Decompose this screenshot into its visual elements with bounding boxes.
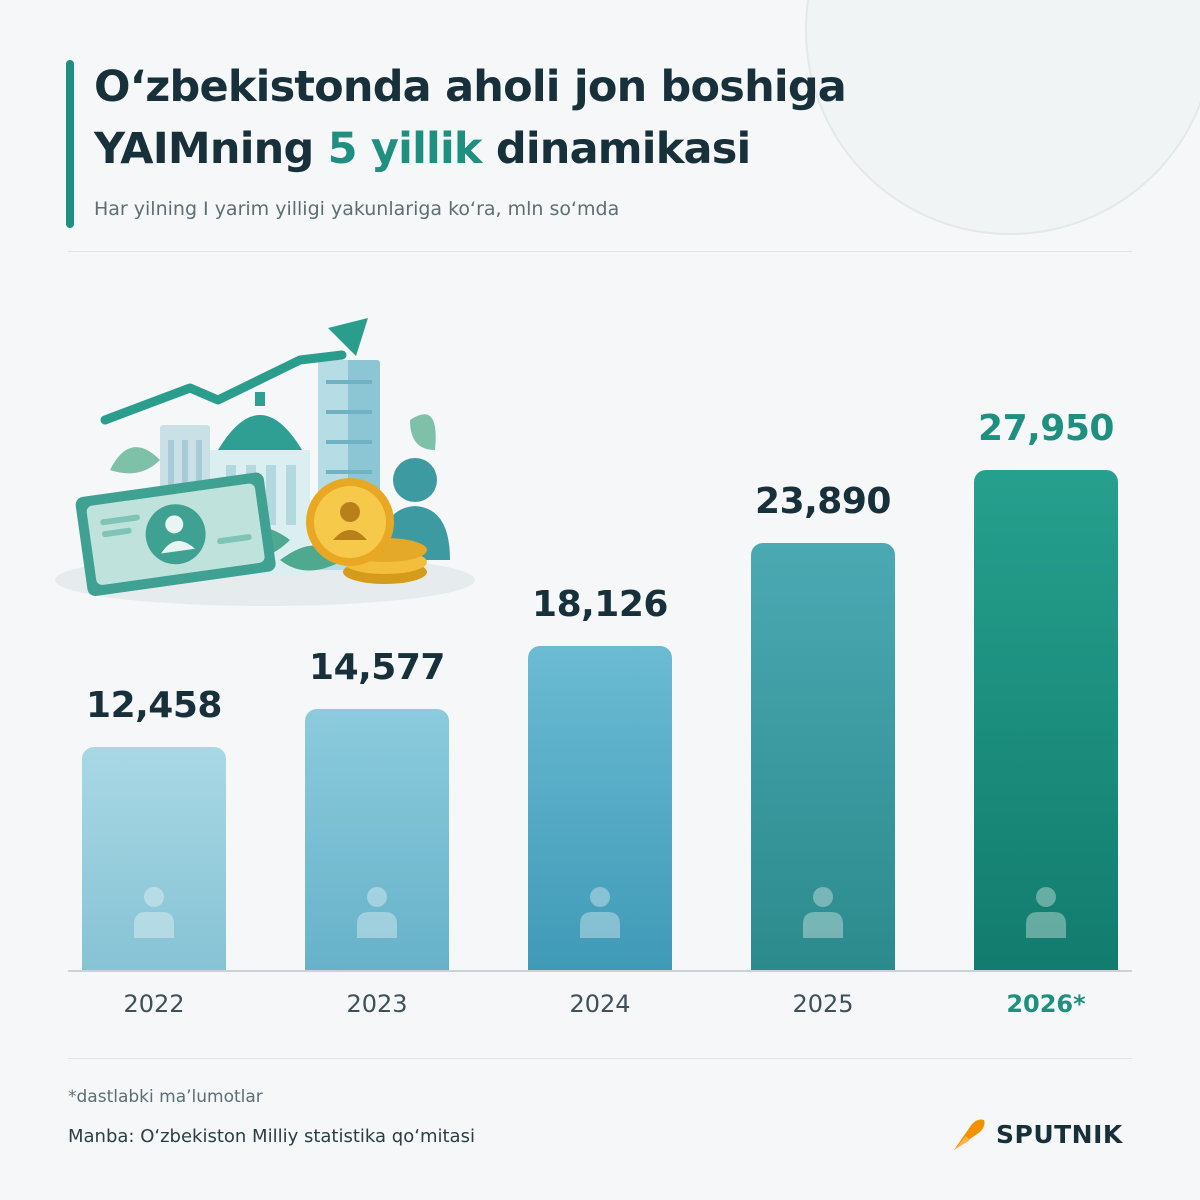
economy-growth-illustration	[55, 318, 475, 606]
sputnik-logo-icon	[954, 1119, 985, 1150]
decorative-circle	[805, 0, 1200, 235]
bar-value-label: 23,890	[755, 481, 891, 522]
person-icon	[803, 887, 843, 938]
person-icon	[357, 887, 397, 938]
footnote: *dastlabki ma’lumotlar	[68, 1087, 263, 1107]
x-tick-label: 2024	[569, 990, 631, 1018]
title-line2-accent: 5 yillik	[327, 124, 483, 174]
bar-2025	[751, 543, 895, 970]
logo-text: SPUTNIK	[996, 1119, 1123, 1149]
person-icon	[1026, 887, 1066, 938]
subtitle: Har yilning I yarim yilligi yakunlariga …	[94, 198, 620, 220]
x-tick-label: 2022	[123, 990, 185, 1018]
x-tick-label: 2026*	[1006, 990, 1086, 1018]
bar-2026	[974, 470, 1118, 970]
person-icon	[134, 887, 174, 938]
bar-value-label: 12,458	[86, 685, 222, 726]
bar-value-label: 18,126	[532, 584, 668, 625]
title-line2-post: dinamikasi	[481, 124, 751, 174]
title-accent-bar	[66, 60, 74, 228]
sputnik-logo: SPUTNIK	[952, 1114, 1123, 1154]
bar-value-label: 27,950	[978, 408, 1114, 449]
bar-2023	[305, 709, 449, 970]
title-line2-pre: YAIMning	[94, 124, 328, 174]
x-tick-label: 2023	[346, 990, 408, 1018]
bar-2022	[82, 747, 226, 970]
person-icon	[580, 887, 620, 938]
x-tick-label: 2025	[792, 990, 854, 1018]
top-divider	[68, 251, 1132, 252]
title-line1: O‘zbekistonda aholi jon boshiga	[94, 62, 847, 112]
page-title: O‘zbekistonda aholi jon boshiga YAIMning…	[94, 56, 854, 180]
source-note: Manba: O‘zbekiston Milliy statistika qo‘…	[68, 1126, 475, 1147]
x-axis-baseline	[68, 970, 1132, 972]
bar-2024	[528, 646, 672, 970]
bar-value-label: 14,577	[309, 647, 445, 688]
bottom-divider	[68, 1058, 1132, 1059]
